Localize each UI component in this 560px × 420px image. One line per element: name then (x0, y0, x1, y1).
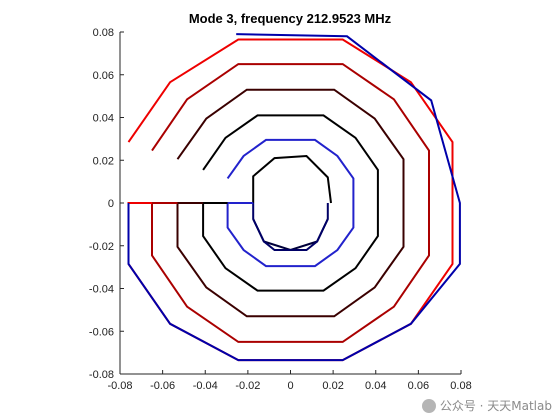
y-tick-label: -0.02 (89, 241, 114, 253)
axes: -0.08 -0.06 -0.04 -0.02 0 0.02 0.04 0.06 0.08 -0.… (89, 27, 472, 392)
wechat-icon (421, 398, 436, 413)
chart-title: Mode 3, frequency 212.9523 MHz (189, 11, 392, 26)
series-line-4 (226, 138, 355, 268)
y-tick-label: 0.04 (93, 113, 114, 125)
series-line-1 (252, 154, 332, 204)
x-tick-label: 0.02 (322, 380, 343, 392)
x-tick-label: -0.06 (150, 380, 175, 392)
x-tick-label: -0.04 (193, 380, 218, 392)
x-tick-label: 0.06 (408, 380, 429, 392)
x-tick-label: 0.08 (450, 380, 471, 392)
series-line-9 (127, 33, 461, 362)
y-tick-label: 0 (108, 198, 114, 210)
watermark: 公众号 · 天天Matlab (421, 397, 552, 414)
y-tick-label: -0.06 (89, 326, 114, 338)
series-line-7 (151, 63, 430, 343)
series-line-6 (176, 88, 405, 318)
y-tick-label: 0.02 (93, 155, 114, 167)
series-line-3 (252, 203, 329, 251)
x-tick-label: -0.02 (235, 380, 260, 392)
series-lines (127, 33, 461, 362)
y-tick-label: 0.06 (93, 70, 114, 82)
y-tick-label: 0.08 (93, 27, 114, 39)
y-tick-label: -0.08 (89, 369, 114, 381)
series-line-5 (202, 114, 379, 292)
x-tick-label: -0.08 (107, 380, 132, 392)
watermark-text: 公众号 · 天天Matlab (439, 399, 552, 413)
x-tick-label: 0 (287, 380, 293, 392)
y-tick-label: -0.04 (89, 284, 114, 296)
x-tick-label: 0.04 (365, 380, 386, 392)
